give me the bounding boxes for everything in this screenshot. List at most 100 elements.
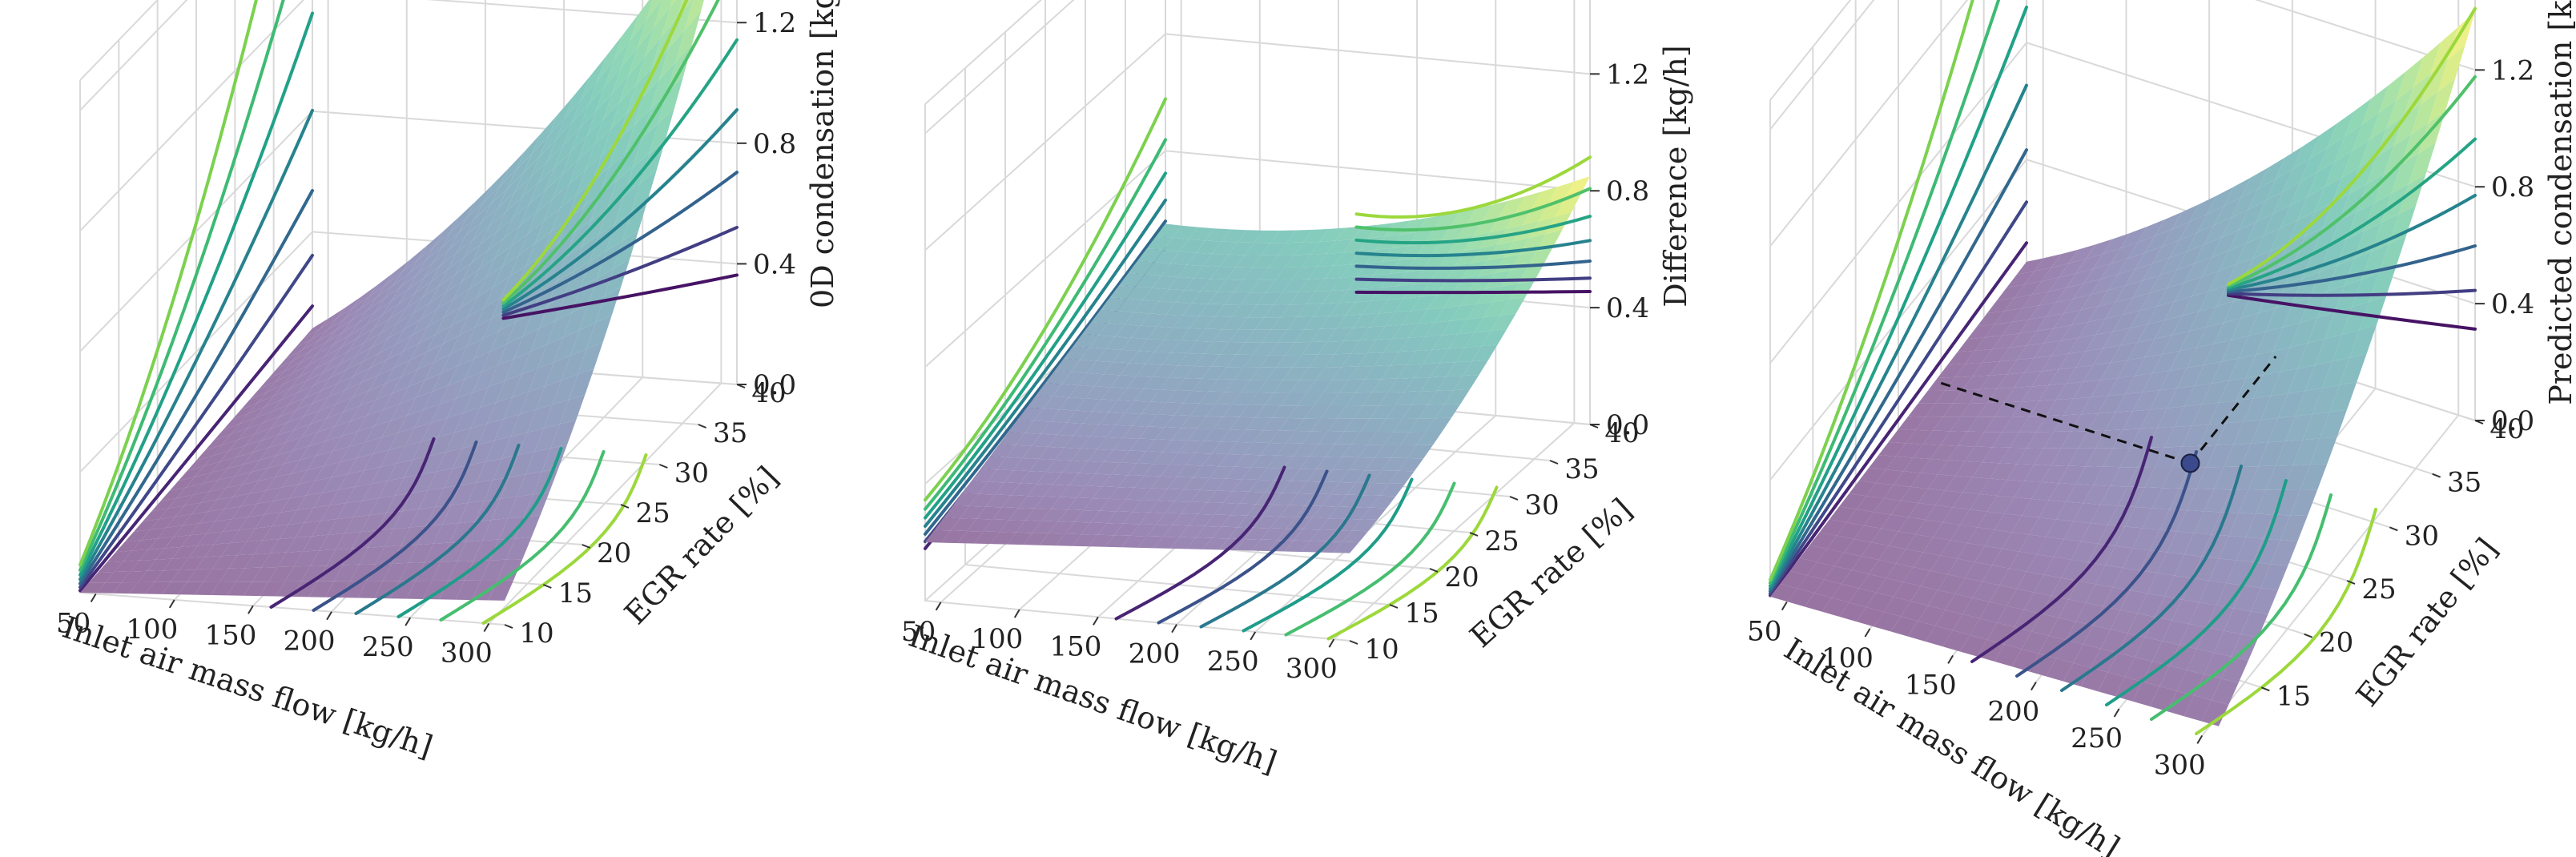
surface-patch (2034, 254, 2062, 272)
surface-patch (1797, 575, 1825, 593)
surface-patch (441, 541, 466, 562)
surface-patch (1106, 511, 1133, 524)
wall-contour-line (501, 225, 739, 317)
surface-patch (374, 288, 400, 312)
surface-patch (2248, 465, 2276, 490)
y-tick-mark (2304, 633, 2313, 638)
surface-patch (2290, 172, 2318, 206)
y-tick-label: 25 (1484, 525, 1519, 557)
surface-patch (2275, 146, 2303, 179)
surface-patch (497, 173, 524, 208)
surface-patch (1286, 229, 1313, 243)
surface-patch (1146, 235, 1173, 251)
surface-patch (465, 352, 490, 380)
surface-patch (570, 111, 596, 153)
surface-patch (1172, 225, 1198, 239)
surface-patch (307, 451, 333, 470)
surface-patch (1185, 365, 1211, 379)
surface-patch (1874, 611, 1902, 632)
surface-patch (2226, 398, 2254, 424)
surface-patch (466, 318, 492, 347)
wall-contour-line (1769, 200, 2028, 595)
surface-patch (561, 135, 587, 176)
surface-patch (160, 487, 186, 501)
surface-patch (211, 581, 236, 596)
surface-patch (2162, 222, 2190, 247)
surface-patch (1064, 346, 1089, 360)
surface-patch (1886, 456, 1914, 472)
x-tick-mark (1013, 609, 1020, 618)
surface-patch (2339, 353, 2367, 385)
surface-patch (2167, 531, 2195, 555)
surface-patch (1183, 477, 1210, 490)
surface-patch (449, 359, 474, 386)
x-tick-mark (2030, 682, 2037, 691)
surface-patch (1105, 336, 1132, 350)
surface-patch (2059, 259, 2086, 278)
surface-patch (1422, 253, 1448, 271)
surface-patch (407, 263, 433, 291)
surface-patch (1321, 494, 1347, 507)
surface-patch (2004, 386, 2032, 403)
surface-patch (1185, 453, 1212, 466)
y-tick-mark (620, 504, 630, 509)
surface-patch (381, 415, 408, 438)
surface-patch (2080, 523, 2108, 544)
surface-patch (2272, 322, 2300, 352)
surface-patch (1001, 495, 1028, 509)
surface-patch (1212, 526, 1238, 539)
surface-patch (1164, 415, 1190, 428)
surface-patch (1429, 265, 1455, 283)
surface-patch (1409, 418, 1435, 433)
surface-patch (322, 473, 348, 493)
surface-patch (392, 545, 417, 564)
surface-patch (2184, 383, 2212, 407)
surface-patch (408, 543, 434, 563)
surface-patch (1216, 478, 1242, 492)
surface-patch (461, 423, 488, 449)
surface-patch (637, 0, 662, 48)
surface-patch (2201, 250, 2229, 277)
surface-patch (515, 133, 541, 171)
surface-patch (626, 66, 653, 113)
surface-patch (383, 562, 409, 581)
surface-patch (1490, 313, 1516, 332)
surface-patch (2046, 519, 2074, 540)
surface-patch (1970, 493, 1998, 512)
z-tick-label: 0.4 (1606, 292, 1649, 324)
surface-patch (2192, 556, 2219, 581)
surface-patch (445, 263, 472, 293)
surface-patch (1161, 352, 1188, 366)
surface-patch (2031, 277, 2059, 296)
x-tick-label: 300 (1286, 653, 1338, 685)
surface-patch (1026, 395, 1053, 409)
surface-patch (1170, 251, 1197, 265)
surface-patch (2031, 369, 2059, 387)
surface-patch (453, 270, 479, 300)
surface-patch (1126, 286, 1153, 300)
surface-patch (334, 406, 360, 427)
surface-patch (228, 553, 254, 569)
surface-patch (178, 581, 203, 595)
surface-patch (1186, 252, 1213, 267)
surface-patch (1050, 409, 1077, 423)
surface-patch (1427, 390, 1454, 405)
surface-patch (630, 0, 653, 41)
surface-patch (489, 359, 514, 387)
surface-patch (1193, 266, 1220, 280)
surface-patch (2396, 57, 2424, 100)
surface-patch (2051, 337, 2079, 356)
surface-patch (633, 123, 658, 168)
surface-patch (2063, 396, 2091, 416)
surface-patch (1064, 435, 1090, 449)
surface-patch (586, 93, 613, 136)
surface-patch (2231, 466, 2259, 490)
surface-patch (303, 396, 328, 417)
surface-patch (1866, 482, 1894, 499)
surface-patch (239, 406, 265, 424)
surface-patch (275, 363, 300, 382)
surface-patch (2240, 442, 2268, 467)
surface-patch (1326, 239, 1353, 254)
surface-patch (1242, 467, 1268, 481)
surface-patch (371, 323, 397, 348)
